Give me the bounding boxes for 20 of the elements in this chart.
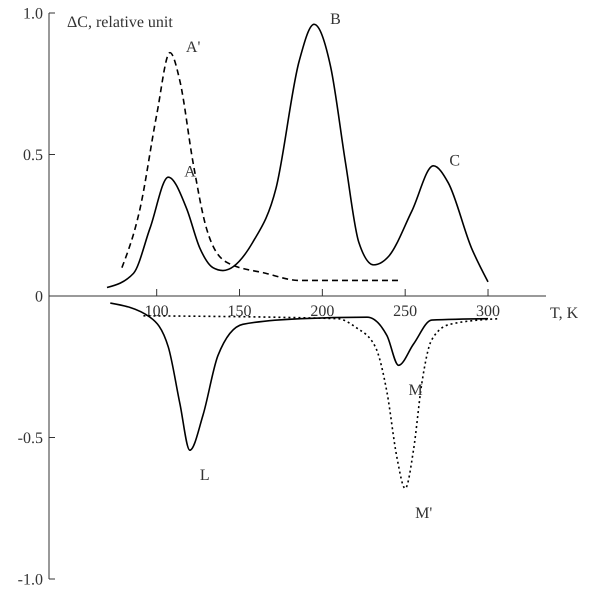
- x-tick-label: 300: [476, 303, 500, 320]
- y-tick-label: -1.0: [18, 572, 43, 589]
- y-tick-label: -0.5: [18, 430, 43, 448]
- annotation: A: [184, 164, 196, 181]
- x-tick-label: 250: [393, 303, 418, 320]
- annotation: B: [330, 10, 341, 28]
- y-tick-label: 0.5: [23, 147, 43, 164]
- annotation: M: [408, 382, 423, 399]
- annotation: M': [415, 505, 432, 522]
- annotation: A': [186, 39, 200, 56]
- y-tick-label: 1.0: [23, 6, 43, 23]
- x-tick-label: 150: [228, 303, 252, 320]
- y-axis-title: ΔC, relative unit: [67, 14, 174, 31]
- x-tick-label: 200: [310, 303, 334, 320]
- x-axis-title: T, K: [550, 305, 579, 322]
- annotation: L: [200, 466, 210, 484]
- x-tick-label: 100: [144, 303, 169, 320]
- y-tick-label: 0: [35, 288, 43, 306]
- annotation: C: [449, 152, 460, 170]
- line-series: [121, 52, 400, 282]
